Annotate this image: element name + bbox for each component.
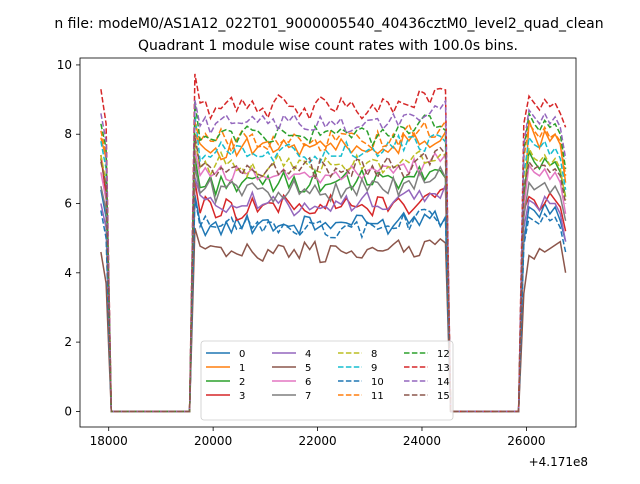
legend-label-3: 3 — [239, 391, 245, 402]
x-tick-label: 22000 — [298, 434, 336, 448]
legend-label-2: 2 — [239, 377, 245, 388]
legend-label-5: 5 — [305, 363, 311, 374]
legend-label-12: 12 — [437, 349, 450, 360]
x-tick-label: 26000 — [507, 434, 545, 448]
y-tick-label: 10 — [57, 58, 72, 72]
y-tick-label: 4 — [64, 266, 72, 280]
legend-label-4: 4 — [305, 349, 311, 360]
series-line-15 — [100, 134, 567, 413]
axes-frame — [79, 57, 577, 428]
legend-label-15: 15 — [437, 391, 450, 402]
legend-label-8: 8 — [371, 349, 377, 360]
figure-suptitle: n file: modeM0/AS1A12_022T01_9000005540_… — [54, 16, 603, 32]
y-tick-label: 8 — [64, 127, 72, 141]
legend-label-14: 14 — [437, 377, 450, 388]
legend-label-11: 11 — [371, 391, 384, 402]
x-tick-label: 24000 — [403, 434, 441, 448]
legend-label-13: 13 — [437, 363, 450, 374]
plot-area — [100, 73, 567, 413]
chart-title: Quadrant 1 module wise count rates with … — [138, 38, 518, 54]
x-tick-label: 20000 — [194, 434, 232, 448]
legend-label-1: 1 — [239, 363, 245, 374]
legend-box — [200, 340, 454, 421]
legend-label-10: 10 — [371, 377, 384, 388]
legend-label-0: 0 — [239, 349, 245, 360]
x-tick-label: 18000 — [90, 434, 128, 448]
legend-label-7: 7 — [305, 391, 311, 402]
legend-label-9: 9 — [371, 363, 377, 374]
y-tick-label: 2 — [64, 335, 72, 349]
legend-label-6: 6 — [305, 377, 311, 388]
y-tick-label: 6 — [64, 197, 72, 211]
y-tick-label: 0 — [64, 404, 72, 418]
x-axis-offset-label: +4.171e8 — [529, 455, 588, 469]
